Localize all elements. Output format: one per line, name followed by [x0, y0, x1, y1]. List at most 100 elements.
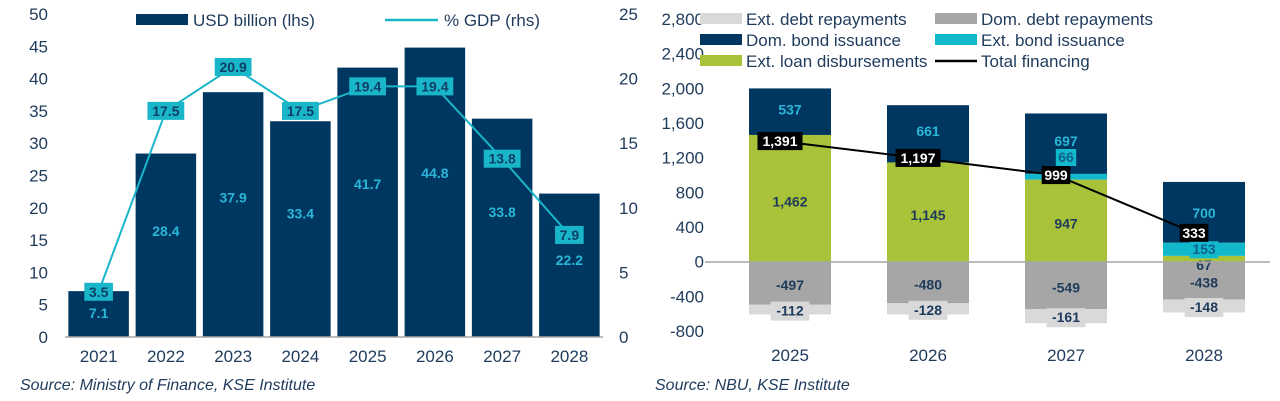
gdp-label-2028: 7.9: [555, 225, 584, 244]
dom-debt-repaymentsbar-2025: [749, 261, 831, 305]
right-ytick-20: 20: [619, 70, 638, 89]
left-ytick-40: 40: [29, 70, 48, 89]
legend-swatch-dom-debt-repayments: [935, 13, 977, 24]
left-xtick-2028: 2028: [550, 347, 588, 366]
ext-loan-disbursementsbar-2027: [1025, 179, 1107, 262]
dom-bond-issuancebar-2025: [749, 88, 831, 135]
dom-debt-repaymentsbar-2028: [1163, 261, 1245, 300]
dom-bond-label-2028: 700: [1192, 205, 1216, 221]
right-ytick--800: -800: [670, 322, 704, 341]
right-ytick-400: 400: [676, 218, 704, 237]
usd-bar-2024: [270, 121, 331, 338]
legend-swatch-ext-debt-repayments: [700, 13, 742, 24]
usd-bar-2026: [404, 47, 466, 337]
dom-debt-repaymentsbar-2027: [1025, 261, 1107, 310]
legend-label-ext-bond-issuance: Ext. bond issuance: [981, 31, 1125, 50]
right-ytick-25: 25: [619, 5, 638, 24]
gdp-label-2026-text: 19.4: [421, 78, 448, 94]
usd-bar-2022: [135, 153, 197, 337]
right-ytick-0: 0: [695, 253, 704, 272]
dom-repay-label-2028: -438: [1190, 275, 1218, 291]
left-xtick-2023: 2023: [214, 347, 252, 366]
right-xtick-2026: 2026: [909, 346, 947, 365]
ext-repay-label-text-2027: -161: [1052, 309, 1080, 325]
total-financing-line: [779, 140, 1195, 234]
gdp-label-2024-bg: [281, 101, 319, 120]
usd-bar-label-2028: 22.2: [556, 252, 583, 268]
usd-bar-label-2026: 44.8: [421, 165, 448, 181]
right-ytick-5: 5: [619, 263, 628, 282]
left-xtick-2025: 2025: [349, 347, 387, 366]
total-label-2028: 333: [1179, 223, 1209, 242]
legend-swatch-dom-bond-issuance: [700, 34, 742, 45]
total-label-2026-text: 1,197: [900, 150, 935, 166]
total-label-2026-bg: [895, 148, 941, 167]
right-source-note: Source: NBU, KSE Institute: [655, 377, 850, 394]
ext-repay-label-bg-2025: [770, 301, 810, 321]
legend-label-gdp: % GDP (rhs): [444, 11, 540, 30]
ext-repay-label-2027: -161: [1046, 308, 1086, 328]
legend-label-ext-debt-repayments: Ext. debt repayments: [746, 10, 907, 29]
dom-bond-label-2027: 697: [1054, 133, 1078, 149]
left-xtick-2021: 2021: [80, 347, 118, 366]
gdp-label-2023-bg: [214, 57, 252, 76]
usd-bar-label-2024: 33.4: [287, 205, 314, 221]
total-label-2028-text: 333: [1182, 225, 1206, 241]
left-xtick-2022: 2022: [147, 347, 185, 366]
ext-repay-label-text-2026: -128: [914, 302, 942, 318]
right-xtick-2025: 2025: [771, 346, 809, 365]
ext-repay-label-text-2025: -112: [776, 303, 803, 319]
total-label-2026: 1,197: [895, 148, 941, 167]
usd-bar-label-2023: 37.9: [220, 189, 247, 205]
right-legend: Ext. debt repayments Dom. debt repayment…: [700, 10, 1153, 71]
left-chart: 7.1 28.4 37.9 33.4 41.7 44.8 33.8 22.2 3.5 17.5 2…: [20, 5, 638, 394]
ext-bond-label-2028: 153: [1189, 241, 1219, 259]
right-ytick-10: 10: [619, 199, 638, 218]
gdp-label-2025-text: 19.4: [354, 78, 381, 94]
ext-bond-label-bg-2027: [1055, 149, 1077, 166]
right-ytick-2,000: 2,000: [661, 79, 704, 98]
left-legend: USD billion (lhs) % GDP (rhs): [136, 11, 540, 30]
ext-bond-label-text-2027: 66: [1058, 149, 1074, 165]
legend-swatch-ext-loan-disbursements: [700, 55, 742, 66]
total-label-2025-text: 1,391: [762, 133, 797, 149]
dom-bond-label-2025: 537: [778, 101, 802, 117]
dom-repay-label-2025: -497: [776, 277, 804, 293]
gdp-label-2023: 20.9: [214, 57, 252, 76]
gdp-label-2021-text: 3.5: [89, 284, 109, 300]
usd-bar-label-2021: 7.1: [89, 305, 109, 321]
ext-bond-label-text-2028: 153: [1192, 241, 1216, 257]
gdp-label-2026-bg: [416, 77, 454, 96]
left-xtick-2026: 2026: [416, 347, 454, 366]
loan-label-2026: 1,145: [910, 207, 945, 223]
legend-label-dom-debt-repayments: Dom. debt repayments: [981, 10, 1153, 29]
usd-bar-label-2022: 28.4: [152, 223, 179, 239]
legend-swatch-usd: [136, 14, 188, 25]
dom-repay-label-2026: -480: [914, 276, 942, 292]
ext-repay-label-bg-2028: [1184, 298, 1224, 318]
left-y-axis-left: 0 5 10 15 20 25 30 35 40 45 50: [29, 5, 48, 347]
left-bars: 7.1 28.4 37.9 33.4 41.7 44.8 33.8 22.2: [68, 47, 600, 338]
left-ytick-5: 5: [39, 296, 48, 315]
gdp-label-2027: 13.8: [483, 149, 521, 168]
total-label-2025: 1,391: [757, 132, 803, 151]
right-x-axis: 2025 2026 2027 2028: [771, 346, 1223, 365]
usd-bar-label-2027: 33.8: [489, 204, 516, 220]
loan-label-2028: 67: [1196, 257, 1212, 273]
right-ytick-2,800: 2,800: [661, 10, 704, 29]
dom-bond-label-2026: 661: [916, 123, 940, 139]
gdp-label-2028-bg: [555, 225, 584, 244]
right-xtick-2027: 2027: [1047, 346, 1085, 365]
left-xtick-2027: 2027: [483, 347, 521, 366]
left-y-axis-right: 0 5 10 15 20 25: [619, 5, 638, 347]
right-ytick-800: 800: [676, 183, 704, 202]
usd-bar-2023: [202, 92, 264, 337]
right-total-line-group: 1,391 1,197 999 333: [757, 132, 1209, 242]
ext-bond-label-bg-2028: [1189, 241, 1219, 259]
total-label-2027: 999: [1041, 166, 1071, 185]
right-ytick-0: 0: [619, 328, 628, 347]
usd-bar-2025: [337, 67, 398, 338]
gdp-label-2023-text: 20.9: [220, 59, 247, 75]
gdp-label-2027-bg: [483, 149, 521, 168]
